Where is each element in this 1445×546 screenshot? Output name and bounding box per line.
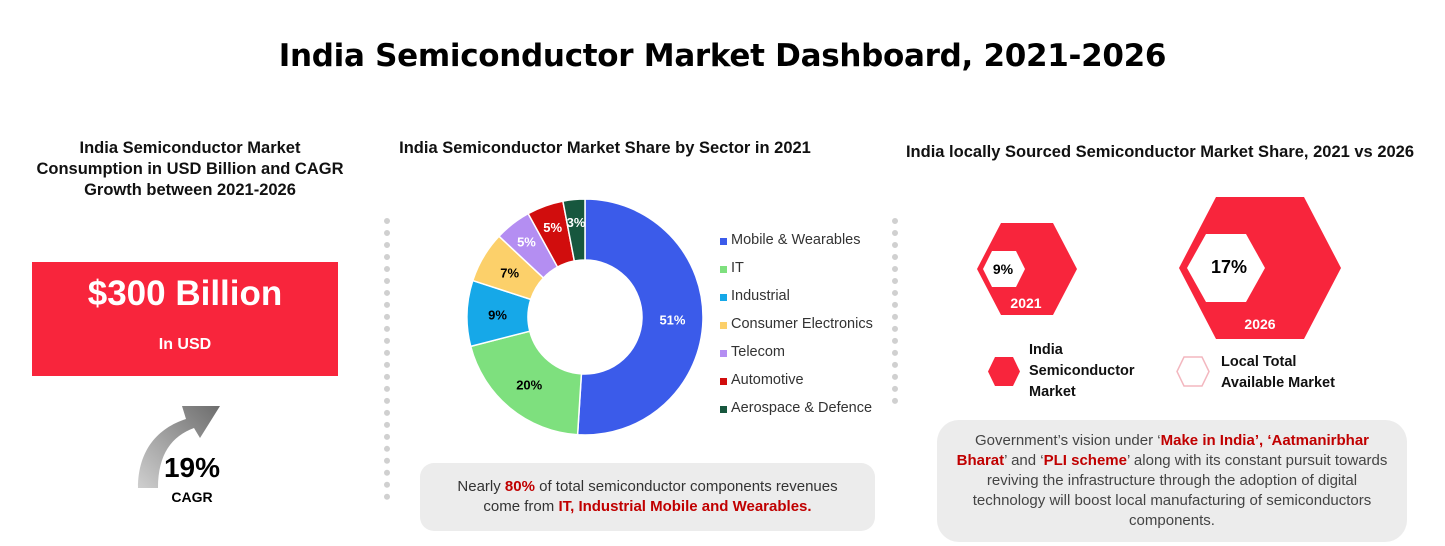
hex-2026-year: 2026: [1244, 316, 1276, 332]
legend-label: Consumer Electronics: [731, 316, 873, 332]
local-share-title: India locally Sourced Semiconductor Mark…: [905, 143, 1415, 161]
note-text: Nearly: [457, 478, 505, 495]
column-separator: [384, 218, 390, 500]
market-value-card: $300 Billion In USD: [32, 262, 338, 376]
legend-line: India: [1029, 342, 1063, 358]
india-market-legend-label: India Semiconductor Market: [1029, 340, 1135, 403]
legend-swatch: [720, 350, 727, 357]
legend-swatch: [720, 238, 727, 245]
market-value-unit: In USD: [158, 336, 212, 353]
cagr-value: 19%: [163, 452, 221, 483]
legend-line: Market: [1029, 384, 1076, 400]
consumption-title-line: Consumption in USD Billion and CAGR: [36, 160, 344, 178]
note-text: come from: [483, 498, 559, 515]
donut-data-label: 3%: [567, 215, 586, 230]
gov-separator: ’, ‘: [1254, 432, 1272, 449]
legend-label: Mobile & Wearables: [731, 232, 861, 248]
donut-slice-it: [469, 330, 583, 436]
legend-swatch: [720, 378, 727, 385]
donut-slice-mobile-wearables: [576, 198, 704, 436]
sector-note: Nearly 80% of total semiconductor compon…: [420, 463, 875, 531]
donut-data-label: 20%: [516, 377, 542, 392]
market-value: $300 Billion: [87, 274, 283, 313]
legend-line: Available Market: [1221, 375, 1335, 391]
gov-separator: ’ and ‘: [1004, 452, 1044, 469]
india-market-legend-icon: [988, 357, 1020, 386]
donut-data-label: 51%: [659, 313, 685, 328]
donut-slice-aerospace-defence: [562, 198, 586, 262]
note-highlight: 80%: [504, 478, 535, 495]
donut-data-label: 9%: [488, 307, 507, 322]
legend-line: Semiconductor: [1029, 363, 1135, 379]
note-highlight: IT, Industrial Mobile and Wearables.: [558, 498, 812, 515]
column-separator: [892, 218, 898, 404]
hex-2026-value: 17%: [1210, 257, 1248, 277]
legend-label: Aerospace & Defence: [731, 400, 873, 416]
donut-data-label: 5%: [543, 220, 562, 235]
consumption-title-line: India Semiconductor Market: [79, 139, 301, 157]
legend-label: IT: [731, 260, 744, 276]
sector-share-title: India Semiconductor Market Share by Sect…: [399, 139, 811, 157]
sector-share-donut-chart: 51% 20% 9% 7% 5% 5% 3%: [466, 198, 704, 436]
local-market-legend-icon: [1176, 356, 1210, 387]
donut-data-label: 5%: [517, 235, 536, 250]
legend-swatch: [720, 294, 727, 301]
gov-highlight: PLI scheme: [1043, 452, 1127, 469]
legend-swatch: [720, 406, 727, 413]
legend-label: Telecom: [731, 344, 785, 360]
note-text: of total semiconductor components revenu…: [534, 478, 838, 495]
consumption-title-line: Growth between 2021-2026: [84, 181, 296, 199]
gov-highlight: Make in India: [1160, 432, 1255, 449]
growth-arrow-icon: [138, 406, 220, 488]
local-market-legend-label: Local Total Available Market: [1221, 352, 1335, 394]
consumption-title: India Semiconductor Market Consumption i…: [15, 138, 365, 201]
gov-text: ’ along with its constant pursuit toward…: [972, 452, 1388, 529]
legend-label: Industrial: [731, 288, 790, 304]
government-vision-note: Government’s vision under ‘Make in India…: [937, 420, 1407, 542]
hex-2021-value: 9%: [992, 261, 1014, 277]
legend-swatch: [720, 266, 727, 273]
legend-swatch: [720, 322, 727, 329]
legend-line: Local Total: [1221, 354, 1297, 370]
hex-2021: [977, 223, 1077, 315]
donut-data-label: 7%: [500, 265, 519, 280]
legend-label: Automotive: [731, 372, 804, 388]
gov-highlight: Aatmanirbhar Bharat: [956, 432, 1370, 469]
page-title: India Semiconductor Market Dashboard, 20…: [278, 38, 1167, 74]
hex-2021-year: 2021: [1010, 295, 1042, 311]
gov-text: Government’s vision under ‘: [974, 432, 1161, 449]
hex-2026: [1179, 197, 1341, 339]
cagr-label: CAGR: [171, 489, 213, 505]
